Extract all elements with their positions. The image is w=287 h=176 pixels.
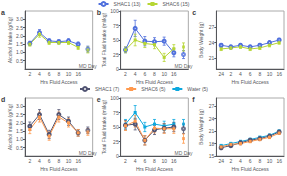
svg-text:0.5: 0.5 bbox=[16, 58, 23, 64]
svg-text:2: 2 bbox=[28, 158, 31, 164]
svg-text:6: 6 bbox=[48, 158, 51, 164]
svg-text:10: 10 bbox=[66, 71, 72, 77]
svg-text:16: 16 bbox=[75, 158, 81, 164]
svg-text:4: 4 bbox=[134, 71, 137, 77]
svg-text:6: 6 bbox=[143, 158, 146, 164]
svg-text:10: 10 bbox=[267, 71, 273, 77]
svg-text:16: 16 bbox=[75, 71, 81, 77]
svg-text:2.5: 2.5 bbox=[16, 25, 23, 31]
svg-text:100: 100 bbox=[110, 8, 119, 14]
svg-text:2.0: 2.0 bbox=[16, 33, 23, 39]
svg-text:2: 2 bbox=[28, 71, 31, 77]
svg-text:18: 18 bbox=[209, 141, 215, 147]
svg-text:16: 16 bbox=[276, 158, 282, 164]
svg-text:25: 25 bbox=[113, 52, 119, 58]
svg-text:4: 4 bbox=[38, 158, 41, 164]
svg-text:24: 24 bbox=[209, 40, 215, 46]
svg-text:SHAC6 (5): SHAC6 (5) bbox=[141, 86, 166, 92]
svg-text:16: 16 bbox=[276, 71, 282, 77]
svg-text:8: 8 bbox=[57, 71, 60, 77]
svg-text:10: 10 bbox=[66, 158, 72, 164]
svg-text:27: 27 bbox=[209, 103, 215, 109]
svg-text:10: 10 bbox=[161, 71, 167, 77]
svg-text:75: 75 bbox=[113, 23, 119, 29]
svg-text:3.0: 3.0 bbox=[16, 103, 23, 109]
svg-text:Alcohol Intake (g/Kg): Alcohol Intake (g/Kg) bbox=[7, 103, 13, 150]
svg-text:75: 75 bbox=[113, 110, 119, 116]
svg-text:MD Day: MD Day bbox=[174, 150, 193, 156]
svg-text:10: 10 bbox=[267, 158, 273, 164]
svg-text:MD Day: MD Day bbox=[174, 63, 193, 69]
svg-text:24: 24 bbox=[218, 71, 224, 77]
svg-text:50: 50 bbox=[113, 37, 119, 43]
svg-text:6: 6 bbox=[249, 71, 252, 77]
svg-text:2: 2 bbox=[124, 71, 127, 77]
svg-text:8: 8 bbox=[153, 71, 156, 77]
svg-text:8: 8 bbox=[57, 158, 60, 164]
svg-text:a: a bbox=[1, 9, 5, 16]
svg-text:Hrs Fluid Access: Hrs Fluid Access bbox=[40, 166, 78, 172]
svg-text:2: 2 bbox=[229, 158, 232, 164]
svg-text:4: 4 bbox=[38, 71, 41, 77]
svg-text:16: 16 bbox=[171, 71, 177, 77]
svg-text:8: 8 bbox=[258, 71, 261, 77]
svg-text:0: 0 bbox=[116, 66, 119, 72]
svg-text:100: 100 bbox=[110, 95, 119, 101]
svg-text:c: c bbox=[192, 9, 196, 16]
svg-text:SHAC1 (7): SHAC1 (7) bbox=[95, 86, 120, 92]
svg-text:6: 6 bbox=[48, 71, 51, 77]
svg-text:MD Day: MD Day bbox=[79, 63, 98, 69]
svg-text:3.0: 3.0 bbox=[16, 16, 23, 22]
svg-text:Hrs Fluid Access: Hrs Fluid Access bbox=[136, 79, 174, 85]
svg-text:6: 6 bbox=[249, 158, 252, 164]
svg-text:Total Fluid Intake (ml/kg): Total Fluid Intake (ml/kg) bbox=[101, 99, 107, 154]
svg-text:SHAC6 (15): SHAC6 (15) bbox=[163, 1, 190, 7]
svg-text:4: 4 bbox=[239, 71, 242, 77]
svg-text:MD Day: MD Day bbox=[79, 150, 98, 156]
svg-text:21: 21 bbox=[209, 128, 215, 134]
svg-text:1.0: 1.0 bbox=[16, 136, 23, 142]
svg-text:4: 4 bbox=[239, 158, 242, 164]
svg-text:Hrs Fluid Access: Hrs Fluid Access bbox=[232, 79, 270, 85]
svg-text:1.5: 1.5 bbox=[16, 128, 23, 134]
svg-text:8: 8 bbox=[258, 158, 261, 164]
svg-text:1.5: 1.5 bbox=[16, 41, 23, 47]
svg-text:SHAC1 (13): SHAC1 (13) bbox=[114, 1, 141, 7]
svg-text:f: f bbox=[192, 96, 195, 103]
svg-text:6: 6 bbox=[143, 71, 146, 77]
svg-text:e: e bbox=[97, 96, 101, 103]
svg-text:Body Weight (g): Body Weight (g) bbox=[198, 22, 204, 58]
svg-text:4: 4 bbox=[134, 158, 137, 164]
svg-text:Hrs Fluid Access: Hrs Fluid Access bbox=[232, 166, 270, 172]
svg-text:Water (5): Water (5) bbox=[187, 86, 208, 92]
svg-text:b: b bbox=[97, 9, 101, 16]
svg-text:24: 24 bbox=[218, 158, 224, 164]
svg-text:2: 2 bbox=[229, 71, 232, 77]
svg-text:27: 27 bbox=[209, 24, 215, 30]
svg-text:d: d bbox=[1, 96, 5, 103]
svg-text:Hrs Fluid Access: Hrs Fluid Access bbox=[136, 166, 174, 172]
svg-text:Total Fluid Intake (ml/kg): Total Fluid Intake (ml/kg) bbox=[101, 12, 107, 67]
svg-text:24: 24 bbox=[209, 116, 215, 122]
svg-text:16: 16 bbox=[171, 158, 177, 164]
svg-text:Body Weight (g): Body Weight (g) bbox=[198, 109, 204, 145]
svg-text:0: 0 bbox=[116, 153, 119, 159]
svg-text:2.5: 2.5 bbox=[16, 112, 23, 118]
svg-text:50: 50 bbox=[113, 124, 119, 130]
svg-text:0.5: 0.5 bbox=[16, 145, 23, 151]
svg-text:Alcohol Intake (g/Kg): Alcohol Intake (g/Kg) bbox=[7, 16, 13, 63]
svg-text:2.0: 2.0 bbox=[16, 120, 23, 126]
svg-text:8: 8 bbox=[153, 158, 156, 164]
svg-text:21: 21 bbox=[209, 55, 215, 61]
svg-text:1.0: 1.0 bbox=[16, 49, 23, 55]
svg-text:25: 25 bbox=[113, 139, 119, 145]
svg-text:15: 15 bbox=[209, 153, 215, 159]
svg-text:10: 10 bbox=[161, 158, 167, 164]
svg-text:Hrs Fluid Access: Hrs Fluid Access bbox=[40, 79, 78, 85]
svg-text:2: 2 bbox=[124, 158, 127, 164]
